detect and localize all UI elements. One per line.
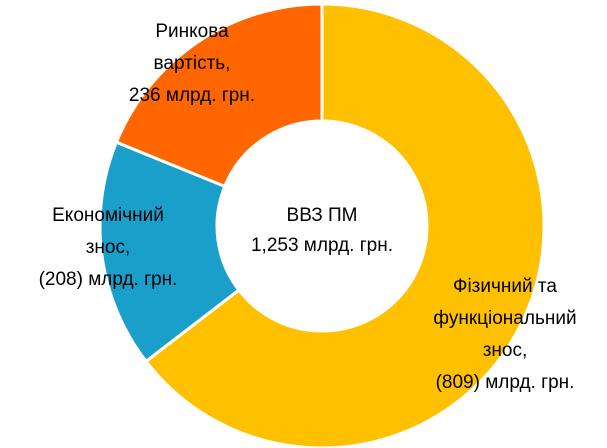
category-label: вартість, [154, 53, 231, 74]
category-label: Ринкова [155, 21, 229, 42]
category-label: Фізичний та [453, 276, 557, 297]
slice-label: Фізичний та функціональний знос, (809) млрд… [433, 276, 576, 393]
value-label: (809) млрд. грн. [436, 372, 575, 393]
category-label: функціональний [433, 308, 576, 329]
slice [114, 2, 324, 189]
slice [98, 140, 241, 364]
slice-label: Економічний знос, (208) млрд. грн. [39, 205, 178, 290]
slice-label: Ринкова вартість, 236 млрд. грн. [129, 21, 255, 106]
category-label: знос, [86, 237, 131, 258]
center-title: ВВЗ ПМ [287, 205, 358, 226]
slice [143, 2, 546, 448]
center-label: 1,253 млрд. грн. [251, 235, 393, 256]
category-label: знос, [483, 340, 528, 361]
slices [98, 2, 546, 448]
value-label: 236 млрд. грн. [129, 85, 255, 106]
category-label: Економічний [52, 205, 164, 226]
value-label: (208) млрд. грн. [39, 269, 178, 290]
